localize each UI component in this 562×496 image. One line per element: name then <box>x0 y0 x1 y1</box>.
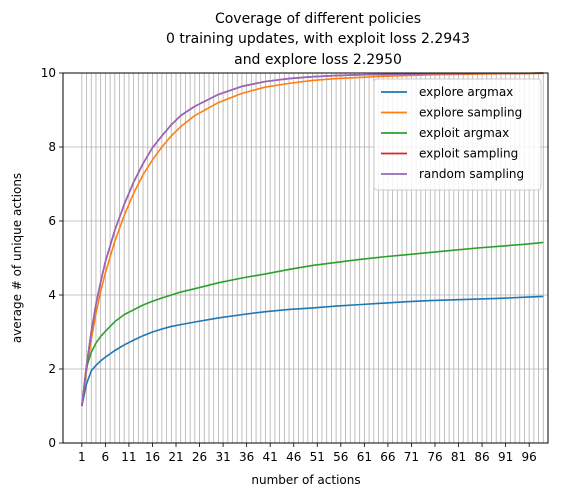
y-tick-label: 10 <box>41 66 56 80</box>
y-axis-label: average # of unique actions <box>10 173 24 343</box>
title-line-1: Coverage of different policies <box>215 11 421 27</box>
legend-entry: random sampling <box>419 167 524 181</box>
x-tick-label: 11 <box>121 450 136 464</box>
x-tick-label: 96 <box>522 450 537 464</box>
plot-frame <box>62 72 549 444</box>
x-axis-label: number of actions <box>251 473 360 487</box>
legend-entry: exploit sampling <box>419 147 518 161</box>
legend: explore argmax explore sampling exploit ar… <box>373 78 542 191</box>
x-tick-label: 31 <box>215 450 230 464</box>
title-line-3: and explore loss 2.2950 <box>234 52 402 68</box>
x-tick-label: 66 <box>380 450 395 464</box>
x-tick-label: 81 <box>451 450 466 464</box>
series-line-random-sampling <box>81 72 544 407</box>
y-tick-label: 4 <box>48 288 56 302</box>
axis-ticks: 1 6 11 16 21 26 31 36 41 46 51 56 61 66 71 76 81 86 91 9602… <box>41 66 537 464</box>
x-tick-label: 16 <box>145 450 160 464</box>
x-tick-label: 61 <box>357 450 372 464</box>
title-line-2: 0 training updates, with exploit loss 2.… <box>166 31 470 47</box>
x-tick-label: 6 <box>102 450 110 464</box>
series-line-explore-sampling <box>81 72 544 407</box>
y-tick-label: 0 <box>48 436 56 450</box>
series-line-explore-argmax <box>81 295 544 407</box>
series-line-exploit-argmax <box>81 241 544 407</box>
x-tick-label: 71 <box>404 450 419 464</box>
x-tick-label: 76 <box>427 450 442 464</box>
x-tick-label: 36 <box>239 450 254 464</box>
x-tick-label: 21 <box>168 450 183 464</box>
series-lines <box>81 72 544 407</box>
grid <box>63 72 548 444</box>
x-tick-label: 26 <box>192 450 207 464</box>
y-tick-label: 8 <box>48 140 56 154</box>
legend-box <box>373 78 542 191</box>
x-tick-label: 46 <box>286 450 301 464</box>
legend-entry: exploit argmax <box>419 126 509 140</box>
x-tick-label: 51 <box>310 450 325 464</box>
legend-entry: explore argmax <box>419 85 513 99</box>
x-tick-label: 41 <box>263 450 278 464</box>
legend-entry: explore sampling <box>419 106 522 120</box>
x-tick-label: 86 <box>474 450 489 464</box>
x-tick-label: 1 <box>78 450 86 464</box>
y-tick-label: 2 <box>48 362 56 376</box>
y-tick-label: 6 <box>48 214 56 228</box>
chart-title: Coverage of different policies 0 trainin… <box>166 11 470 68</box>
x-tick-label: 91 <box>498 450 513 464</box>
x-tick-label: 56 <box>333 450 348 464</box>
